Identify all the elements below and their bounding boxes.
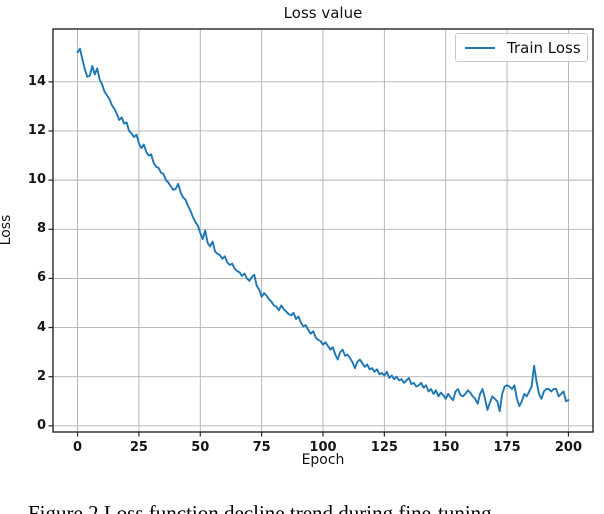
- y-tick-label: 6: [36, 270, 46, 286]
- loss-figure: Loss value Loss Epoch Train Loss 0 25 50 75…: [0, 4, 594, 468]
- train-loss-line: [76, 47, 570, 413]
- x-tick-label: 0: [73, 440, 83, 455]
- x-tick-label: 150: [432, 440, 460, 455]
- x-tick-label: 125: [370, 440, 398, 455]
- x-tick-label: 50: [191, 440, 210, 455]
- x-axis-label: Epoch: [301, 452, 345, 468]
- y-tick-label: 4: [36, 319, 46, 335]
- y-tick-label: 2: [36, 368, 46, 384]
- y-tick-label: 12: [27, 122, 46, 138]
- plot-border: [52, 28, 594, 433]
- legend: Train Loss: [455, 33, 588, 62]
- x-tick-label: 25: [129, 440, 148, 455]
- loss-line-chart: [48, 28, 594, 437]
- y-tick-label: 14: [27, 73, 46, 89]
- figure-caption: Figure 2 Loss function decline trend dur…: [28, 501, 492, 514]
- x-tick-label: 175: [493, 440, 521, 455]
- y-tick-label: 0: [36, 417, 46, 433]
- legend-line-sample-icon: [465, 46, 495, 49]
- y-tick-label: 8: [36, 221, 46, 237]
- legend-entry-train-loss: Train Loss: [507, 38, 581, 57]
- y-axis-label: Loss: [0, 214, 14, 246]
- x-tick-label: 75: [252, 440, 271, 455]
- x-tick-label: 100: [309, 440, 337, 455]
- chart-title: Loss value: [283, 4, 363, 22]
- y-tick-label: 10: [27, 172, 46, 188]
- x-tick-label: 200: [554, 440, 583, 455]
